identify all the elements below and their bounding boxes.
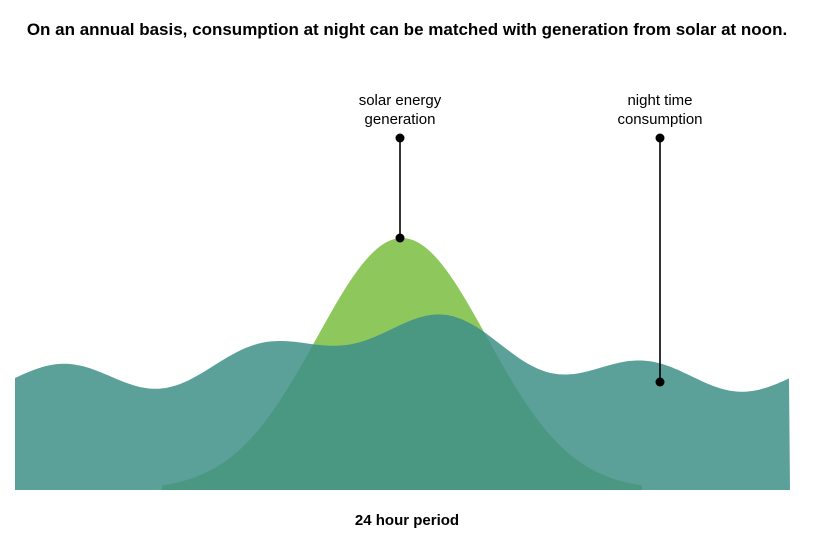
- annotation-solar-line1: solar energy: [359, 92, 442, 109]
- chart-title: On an annual basis, consumption at night…: [0, 20, 814, 40]
- annotation-consumption-line1: night time: [627, 92, 692, 109]
- consumption-area: [15, 314, 790, 490]
- annotation-consumption-label: night time consumption: [580, 92, 740, 130]
- annotation-solar-dot-top: [396, 134, 405, 143]
- annotation-solar-line2: generation: [365, 111, 436, 128]
- energy-chart: [0, 0, 814, 548]
- x-axis-label: 24 hour period: [0, 512, 814, 529]
- annotation-consumption-dot-bottom: [656, 378, 665, 387]
- annotation-solar-label: solar energy generation: [320, 92, 480, 130]
- annotation-solar-dot-bottom: [396, 234, 405, 243]
- annotation-consumption-line2: consumption: [617, 111, 702, 128]
- annotation-consumption-dot-top: [656, 134, 665, 143]
